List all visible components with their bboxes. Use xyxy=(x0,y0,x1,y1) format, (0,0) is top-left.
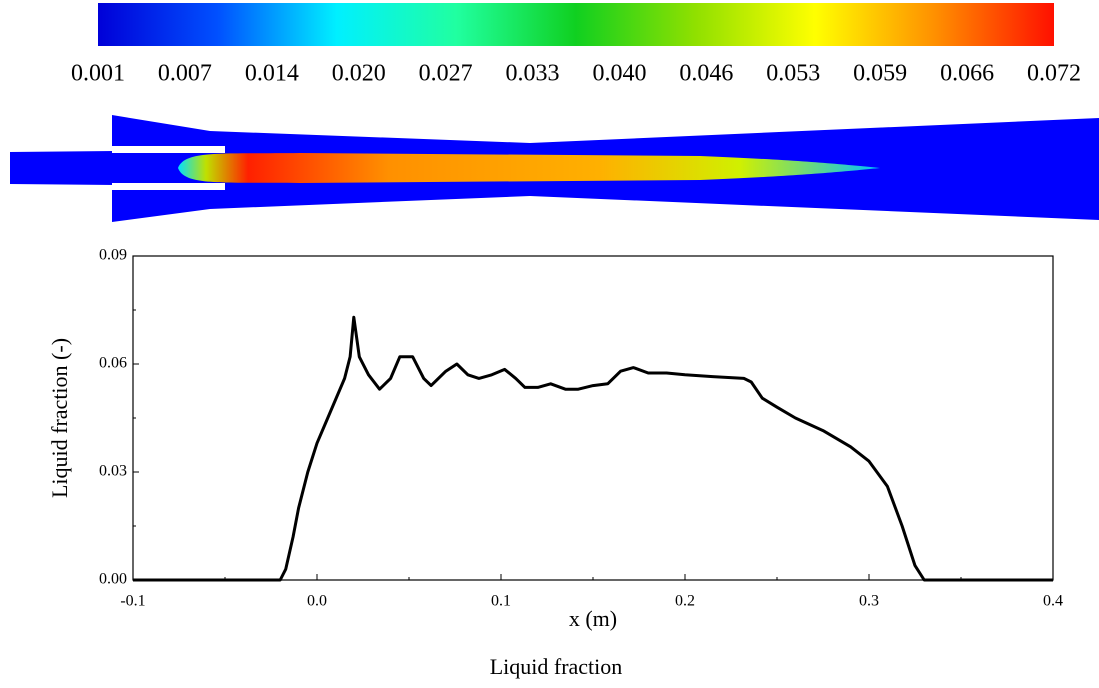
colorbar-label: 0.046 xyxy=(679,61,733,87)
colorbar-labels: 0.001 0.007 0.014 0.020 0.027 0.033 0.040 0.046… xyxy=(71,61,1081,87)
colorbar xyxy=(98,3,1054,46)
colorbar-label: 0.053 xyxy=(766,61,820,87)
y-tick-label: 0.03 xyxy=(99,463,127,480)
x-tick-label: 0.3 xyxy=(859,593,879,610)
colorbar-label: 0.001 xyxy=(71,61,125,87)
colorbar-label: 0.066 xyxy=(940,61,994,87)
colorbar-label: 0.014 xyxy=(245,61,299,87)
x-tick-label: 0.4 xyxy=(1043,593,1063,610)
colorbar-label: 0.033 xyxy=(506,61,560,87)
x-axis-label: x (m) xyxy=(569,606,617,631)
x-tick-label: -0.1 xyxy=(120,593,145,610)
colorbar-label: 0.027 xyxy=(419,61,473,87)
plot: -0.1 0.0 0.1 0.2 0.3 0.4 0.00 0.03 0.06 0.09 xyxy=(99,247,1063,610)
x-tick-label: 0.1 xyxy=(491,593,511,610)
plot-frame xyxy=(132,255,1054,581)
y-tick-label: 0.06 xyxy=(99,355,127,372)
y-tick-label: 0.00 xyxy=(99,571,127,588)
colorbar-label: 0.007 xyxy=(158,61,212,87)
y-axis-label: Liquid fraction (-) xyxy=(47,338,72,498)
colorbar-label: 0.059 xyxy=(853,61,907,87)
data-line xyxy=(133,315,1053,582)
colorbar-label: 0.072 xyxy=(1027,61,1081,87)
x-tick-label: 0.0 xyxy=(307,593,327,610)
caption: Liquid fraction xyxy=(490,654,623,679)
colorbar-label: 0.020 xyxy=(332,61,386,87)
colorbar-label: 0.040 xyxy=(592,61,646,87)
x-tick-label: 0.2 xyxy=(675,593,695,610)
y-tick-label: 0.09 xyxy=(99,247,127,264)
contour-image xyxy=(10,115,1099,222)
